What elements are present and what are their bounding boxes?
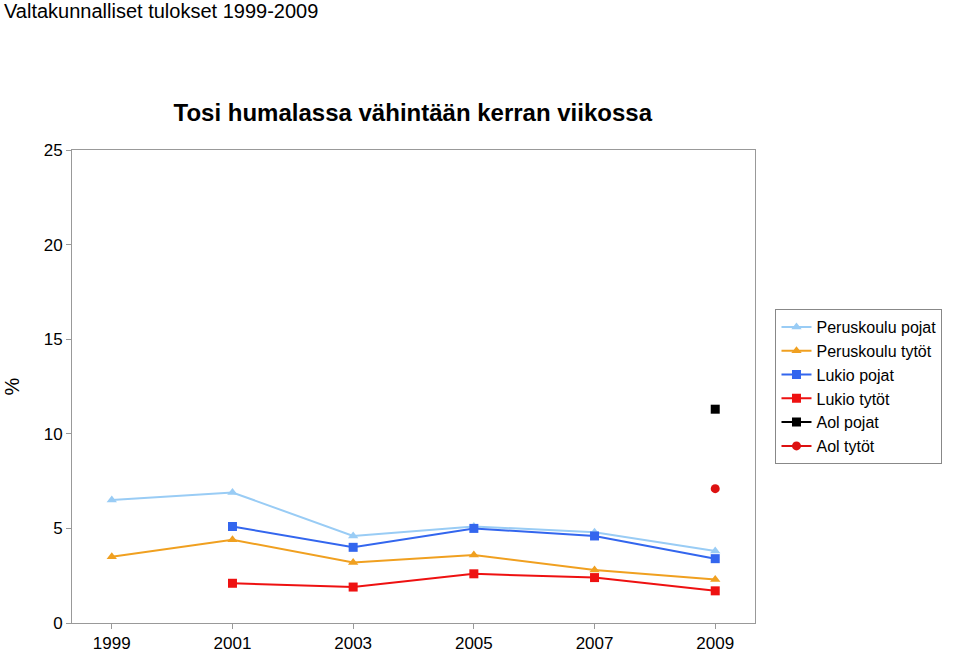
svg-text:Lukio tytöt: Lukio tytöt — [816, 391, 889, 408]
svg-text:Peruskoulu pojat: Peruskoulu pojat — [816, 319, 936, 336]
svg-text:15: 15 — [44, 330, 63, 349]
svg-text:2009: 2009 — [696, 634, 734, 653]
svg-text:Aol tytöt: Aol tytöt — [816, 438, 874, 455]
svg-text:5: 5 — [53, 519, 62, 538]
svg-text:Tosi humalassa vähintään kerra: Tosi humalassa vähintään kerran viikossa — [174, 99, 653, 126]
svg-text:10: 10 — [44, 425, 63, 444]
html-text:Valtakunnalliset tulokset 1999: Valtakunnalliset tulokset 1999-2009 — [4, 0, 319, 22]
svg-text:0: 0 — [53, 614, 62, 633]
svg-text:20: 20 — [44, 236, 63, 255]
svg-text:%: % — [1, 377, 23, 395]
svg-text:2007: 2007 — [576, 634, 614, 653]
svg-text:2003: 2003 — [334, 634, 372, 653]
svg-text:1999: 1999 — [93, 634, 131, 653]
svg-text:Aol pojat: Aol pojat — [816, 414, 879, 431]
svg-text:2001: 2001 — [214, 634, 252, 653]
svg-text:2005: 2005 — [455, 634, 493, 653]
svg-text:Lukio pojat: Lukio pojat — [816, 367, 894, 384]
svg-text:25: 25 — [44, 141, 63, 160]
svg-text:Peruskoulu tytöt: Peruskoulu tytöt — [816, 343, 931, 360]
